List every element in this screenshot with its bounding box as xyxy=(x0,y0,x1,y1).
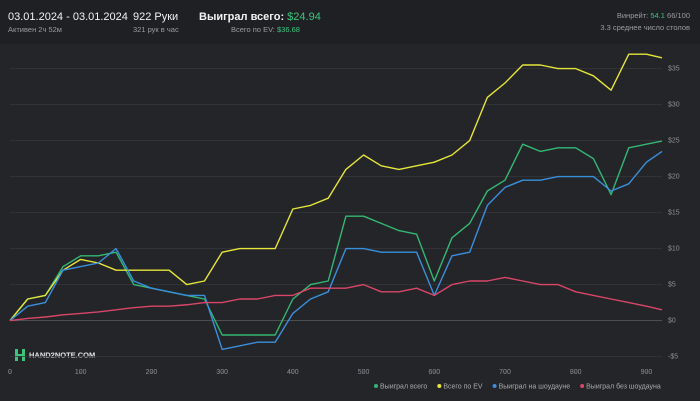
logo-icon xyxy=(18,354,22,356)
date-range: 03.01.2024 - 03.01.2024 xyxy=(8,11,128,23)
series-line xyxy=(9,53,663,322)
x-tick-label: 0 xyxy=(8,369,12,376)
x-tick-label: 200 xyxy=(146,369,158,376)
y-tick-label: $35 xyxy=(668,65,680,72)
ev-label: Всего по EV: xyxy=(231,25,275,34)
ev-value: $36.68 xyxy=(277,25,300,34)
x-tick-label: 400 xyxy=(287,369,299,376)
series-line xyxy=(9,276,663,322)
legend-swatch xyxy=(437,384,442,388)
tables: 3.3 среднее число столов xyxy=(600,23,690,32)
legend-swatch xyxy=(492,384,497,388)
won-total: Выиграл всего: $24.94 xyxy=(199,11,321,23)
won-label: Выиграл всего: xyxy=(199,11,284,23)
y-tick-label: $15 xyxy=(668,209,680,216)
legend-label: Выиграл всего xyxy=(380,383,427,390)
y-tick-label: $30 xyxy=(668,101,680,108)
active-time: Активен 2ч 52м xyxy=(8,25,62,34)
x-tick-label: 900 xyxy=(641,369,653,376)
x-tick-label: 500 xyxy=(358,369,370,376)
logo-icon xyxy=(22,349,25,361)
y-tick-label: -$5 xyxy=(668,353,678,360)
winrate: Винрейт: 54.1 66/100 xyxy=(617,11,690,20)
legend: Выиграл всего Всего по EV Выиграл на шоуда… xyxy=(374,382,661,390)
x-tick-label: 700 xyxy=(499,369,511,376)
y-tick-label: $0 xyxy=(668,317,676,324)
x-tick-label: 800 xyxy=(570,369,582,376)
legend-item: Всего по EV xyxy=(437,383,483,390)
won-value: $24.94 xyxy=(287,11,321,23)
x-tick-label: 300 xyxy=(216,369,228,376)
y-tick-label: $10 xyxy=(668,245,680,252)
legend-label: Выиграл на шоудауне xyxy=(499,383,571,390)
legend-label: Всего по EV xyxy=(443,383,483,390)
ev-total: Всего по EV: $36.68 xyxy=(231,25,300,34)
hands: 922 Руки xyxy=(133,11,178,23)
legend-item: Выиграл всего xyxy=(374,383,427,390)
x-tick-label: 100 xyxy=(75,369,87,376)
series-line xyxy=(9,140,663,336)
logo-text: HAND2NOTE.COM xyxy=(29,350,95,359)
legend-swatch xyxy=(580,384,585,388)
y-tick-label: $25 xyxy=(668,137,680,144)
y-tick-label: $20 xyxy=(668,173,680,180)
legend-item: Выиграл без шоудауна xyxy=(580,382,661,390)
y-tick-label: $5 xyxy=(668,281,676,288)
logo-icon xyxy=(15,349,18,361)
winrate-label: Винрейт: xyxy=(617,11,648,20)
winrate-value: 54.1 xyxy=(650,11,665,20)
chart-panel xyxy=(0,44,700,401)
legend-swatch xyxy=(374,384,378,388)
x-tick-label: 600 xyxy=(428,369,440,376)
series-line xyxy=(9,150,663,351)
logo: HAND2NOTE.COM xyxy=(15,349,95,361)
legend-label: Выиграл без шоудауна xyxy=(586,382,661,390)
legend-item: Выиграл на шоудауне xyxy=(492,383,571,390)
winrate-unit: 66/100 xyxy=(667,11,690,20)
hands-per-hour: 321 рук в час xyxy=(133,25,179,34)
